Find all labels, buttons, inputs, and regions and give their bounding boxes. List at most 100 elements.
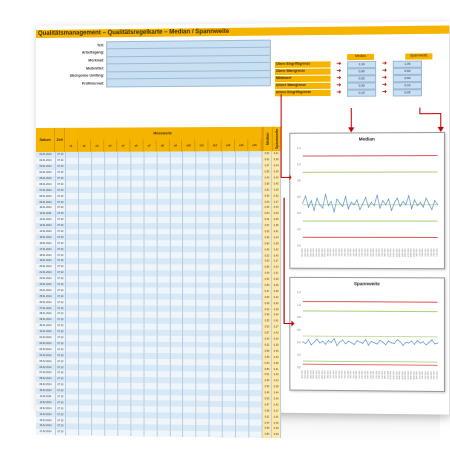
median-y-tick: 1,0 xyxy=(297,163,301,166)
form-input[interactable] xyxy=(106,78,271,88)
median-data-point xyxy=(351,202,352,203)
spannweite-x-tick: 09.02.2014 xyxy=(413,371,415,379)
median-x-tick: 11.02.2014 xyxy=(419,249,421,257)
spannweite-x-tick: 30.01.2014 xyxy=(385,371,387,379)
spannweite-series-line xyxy=(303,338,438,346)
spannweite-limit-value[interactable]: 0,05 xyxy=(393,89,422,97)
median-x-tick: 12.02.2014 xyxy=(422,249,424,257)
median-data-point xyxy=(417,205,418,206)
median-x-tick: 17.02.2014 xyxy=(437,249,439,257)
measurement-cell[interactable] xyxy=(92,430,105,436)
date-header: Datum xyxy=(36,128,55,152)
spannweite-data-point xyxy=(305,343,306,344)
median-x-tick: 12.01.2014 xyxy=(333,248,335,256)
median-x-tick: 29.01.2014 xyxy=(382,248,384,256)
median-x-tick: 24.01.2014 xyxy=(367,248,369,256)
measurement-col-header: x15 xyxy=(248,139,261,151)
median-data-point xyxy=(426,198,427,199)
median-x-tick: 09.01.2014 xyxy=(325,248,327,256)
spannweite-x-tick: 06.02.2014 xyxy=(405,371,407,379)
median-x-tick: 15.02.2014 xyxy=(431,249,433,257)
measurement-cell[interactable] xyxy=(236,431,249,437)
median-x-tick: 14.01.2014 xyxy=(339,248,341,256)
spannweite-data-point xyxy=(314,342,315,343)
median-data-point xyxy=(339,203,340,204)
spannweite-data-point xyxy=(311,344,312,345)
median-x-tick: 23.01.2014 xyxy=(365,248,367,256)
spannweite-x-tick: 15.02.2014 xyxy=(431,371,433,379)
spannweite-data-point xyxy=(431,340,432,341)
measurement-cell[interactable] xyxy=(197,431,210,437)
median-x-tick: 05.01.2014 xyxy=(313,248,315,256)
spannweite-x-tick: 01.01.2014 xyxy=(302,370,304,378)
spannweite-data-point xyxy=(388,340,389,341)
spannweite-chart-svg: 0,00,20,40,60,81,01,201.01.2014 02.01.201… xyxy=(290,278,444,391)
measurement-cell[interactable] xyxy=(184,431,197,437)
spannweite-data-point xyxy=(368,345,369,346)
measurement-cell[interactable] xyxy=(223,431,236,437)
median-data-point xyxy=(423,207,424,208)
median-data-point xyxy=(317,198,318,199)
median-data-point xyxy=(365,197,366,198)
spannweite-x-tick: 11.01.2014 xyxy=(330,370,332,378)
date-cell[interactable]: 17.02.2014 xyxy=(36,429,56,435)
form-row: Prüfintervall: xyxy=(36,78,283,88)
range-cell[interactable]: 0,40 xyxy=(272,432,281,438)
spannweite-lower-control-limit xyxy=(303,364,438,365)
arrow-right-icon: ➜ xyxy=(331,83,348,89)
median-x-tick: 11.01.2014 xyxy=(330,248,332,256)
median-data-point xyxy=(328,205,329,206)
measurement-cell[interactable] xyxy=(157,430,170,436)
measurement-col-header: x1 xyxy=(65,140,78,152)
spannweite-x-tick: 04.02.2014 xyxy=(399,371,401,379)
spreadsheet-page: Qualitätsmanagement – Qualitätsregelkart… xyxy=(36,21,449,414)
limit-label: Obere Warngrenze xyxy=(275,69,331,75)
arrow-right-icon: ➜ xyxy=(331,69,348,75)
median-chart-title: Median xyxy=(290,136,444,142)
median-limit-value[interactable]: 0,10 xyxy=(347,89,376,97)
spannweite-x-tick: 20.01.2014 xyxy=(356,371,358,379)
median-data-point xyxy=(311,200,312,201)
spannweite-data-point xyxy=(365,339,366,340)
measurement-cell[interactable] xyxy=(250,431,263,437)
measurement-cell[interactable] xyxy=(66,429,79,435)
median-y-tick: 0,6 xyxy=(297,196,301,199)
header-form: Teil: Arbeitsgang: Merkmal: Meßmittel: Stich… xyxy=(36,39,283,87)
measurement-cell[interactable] xyxy=(170,431,183,437)
median-data-point xyxy=(434,200,435,201)
spannweite-data-point xyxy=(351,342,352,343)
median-data-point xyxy=(391,210,392,211)
measurement-table: Datum Zeit Messwerte x1 x2 x3 x4 x5 x6 x7 x8 x9 x… xyxy=(36,127,281,438)
spannweite-column-header: Spannweite xyxy=(405,53,432,59)
spannweite-data-point xyxy=(328,340,329,341)
measurement-cell[interactable] xyxy=(210,431,223,437)
median-x-tick: 17.01.2014 xyxy=(347,248,349,256)
measurement-cell[interactable] xyxy=(144,430,157,436)
median-data-point xyxy=(331,201,332,202)
spannweite-x-tick: 27.01.2014 xyxy=(376,371,378,379)
spannweite-x-tick: 14.01.2014 xyxy=(339,371,341,379)
median-data-point xyxy=(380,208,381,209)
spannweite-x-tick: 04.01.2014 xyxy=(310,370,312,378)
median-data-point xyxy=(325,194,326,195)
measurement-cell[interactable] xyxy=(131,430,144,436)
spannweite-data-point xyxy=(408,343,409,344)
measurement-cell[interactable] xyxy=(118,430,131,436)
median-data-point xyxy=(322,208,323,209)
time-cell[interactable]: 07:10 xyxy=(56,429,66,435)
measurement-cell[interactable] xyxy=(79,429,92,435)
spannweite-x-tick: 21.01.2014 xyxy=(359,371,361,379)
limits-connector-arrows xyxy=(347,107,450,132)
spannweite-x-tick: 03.01.2014 xyxy=(307,370,309,378)
spannweite-x-tick: 28.01.2014 xyxy=(379,371,381,379)
form-label: Teil: xyxy=(36,43,106,48)
arrow-right-icon: ➜ xyxy=(376,68,393,74)
median-cell[interactable]: 0,50 xyxy=(263,432,272,438)
measurement-col-header: x8 xyxy=(156,139,169,151)
median-data-point xyxy=(382,200,383,201)
measurement-col-header: x11 xyxy=(196,139,209,151)
table-body: 01.01.2014 07:10 0,52 0,41 02.01.2014 07:10 0,… xyxy=(36,151,281,438)
measurement-cell[interactable] xyxy=(105,430,118,436)
median-x-tick: 22.01.2014 xyxy=(362,248,364,256)
median-x-tick: 02.02.2014 xyxy=(393,249,395,257)
